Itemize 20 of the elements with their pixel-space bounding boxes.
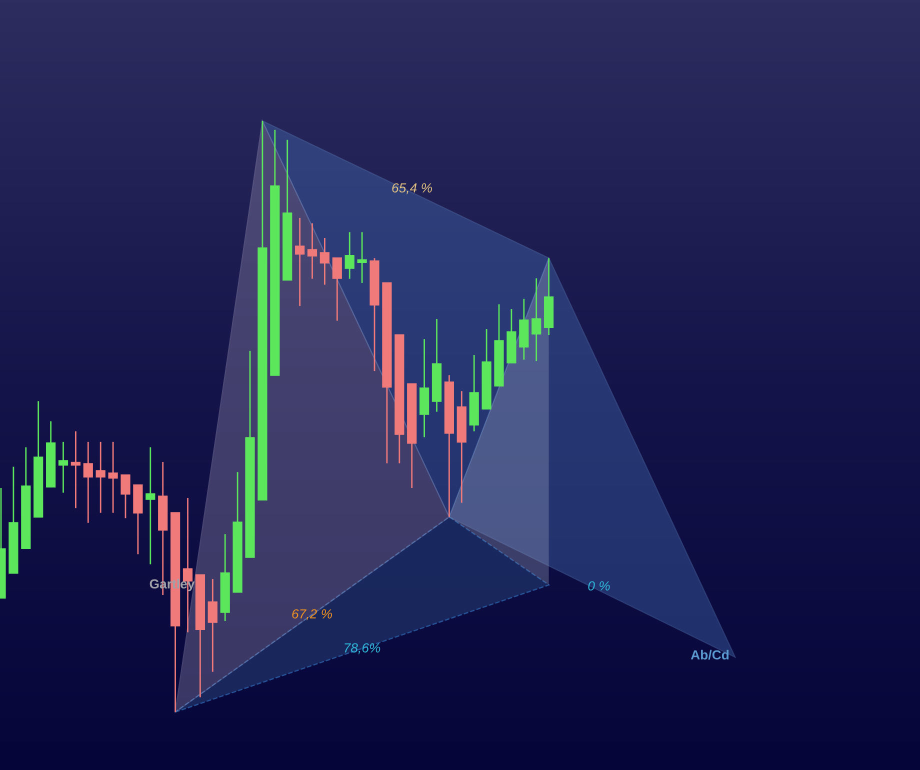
candlestick <box>58 441 68 494</box>
candlestick <box>108 441 118 514</box>
candlestick <box>146 446 156 565</box>
annotation: 65,4 % <box>392 183 432 194</box>
candlestick <box>70 430 81 509</box>
text: 0 % <box>588 581 610 591</box>
candlestick <box>332 257 342 322</box>
candlestick <box>96 441 106 514</box>
candlestick <box>307 222 318 280</box>
candlestick <box>120 474 130 519</box>
candlestick <box>344 231 354 280</box>
candlestick <box>208 578 218 673</box>
text: Ab/Cd <box>690 650 729 660</box>
candlestick <box>320 237 330 286</box>
candlestick <box>532 278 542 362</box>
candlestick <box>294 217 305 307</box>
candlestick <box>357 231 367 284</box>
candlestick <box>83 441 93 524</box>
annotation: 78,6% <box>344 643 380 654</box>
annotation: 67,2 % <box>292 609 332 620</box>
